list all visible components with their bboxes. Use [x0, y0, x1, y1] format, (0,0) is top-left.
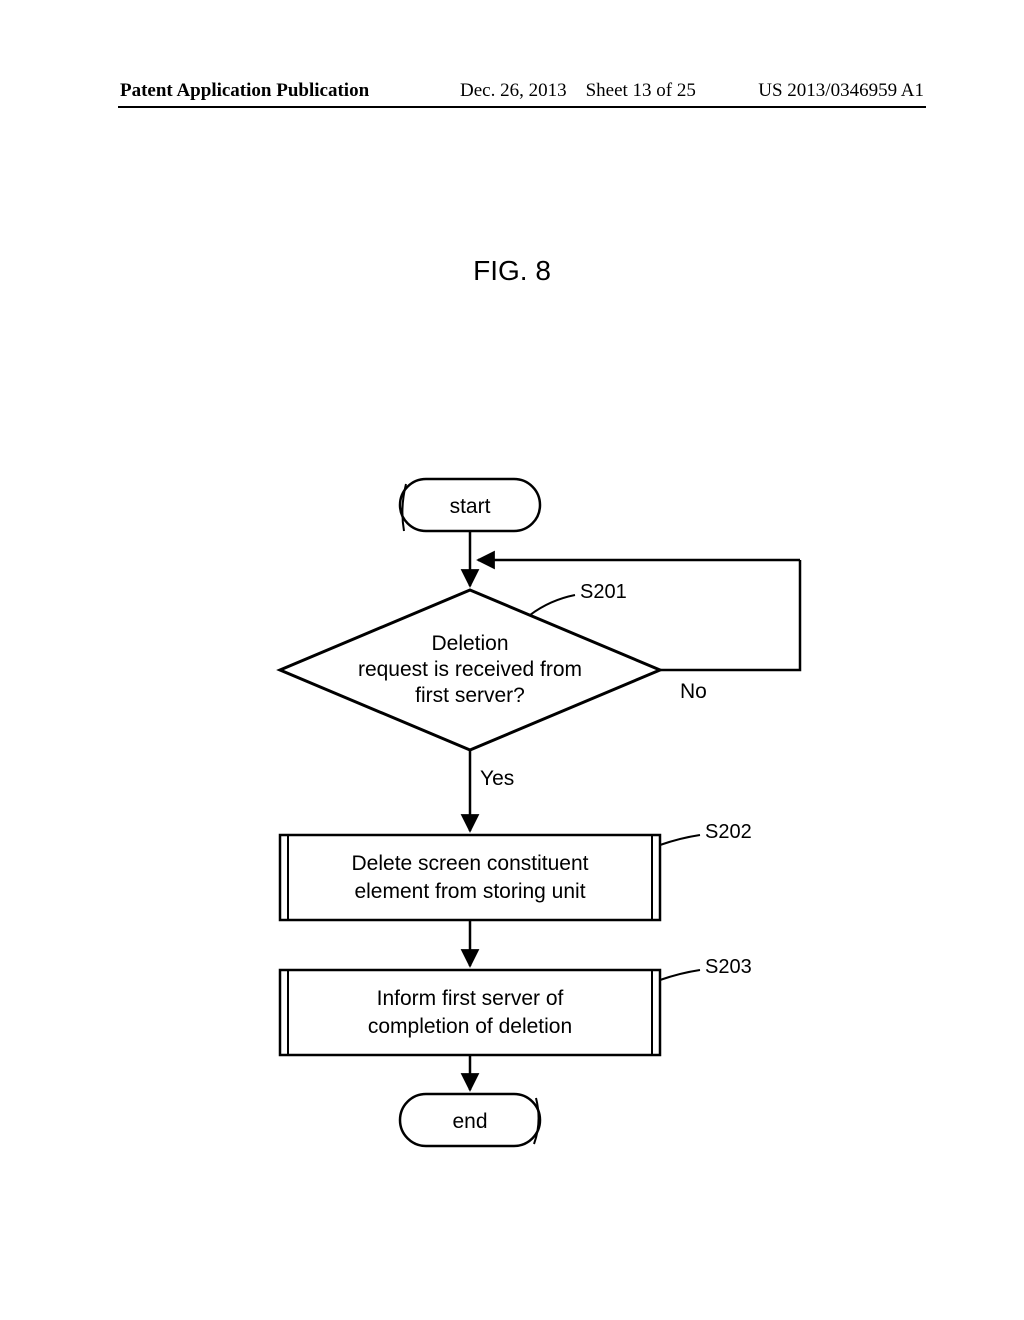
p1-l2: element from storing unit — [354, 880, 585, 903]
p2-l2: completion of deletion — [368, 1015, 572, 1038]
node-end: end — [400, 1094, 540, 1146]
header-date: Dec. 26, 2013 Sheet 13 of 25 — [460, 80, 696, 102]
p1-l1: Delete screen constituent — [352, 852, 589, 875]
label-s203: S203 — [705, 956, 752, 978]
label-no: No — [680, 680, 707, 703]
header-pub: Patent Application Publication — [120, 80, 369, 102]
dec-l1: Deletion — [431, 632, 508, 655]
callout-s202 — [660, 835, 700, 845]
start-label: start — [450, 495, 491, 518]
end-label: end — [452, 1110, 487, 1133]
header-sheet-text: Sheet 13 of 25 — [586, 80, 696, 101]
dec-l2: request is received from — [358, 658, 582, 681]
figure-title: FIG. 8 — [0, 255, 1024, 287]
callout-s203 — [660, 970, 700, 980]
edge-no — [660, 560, 800, 670]
dec-l3: first server? — [415, 684, 525, 707]
label-s202: S202 — [705, 821, 752, 843]
p2-l1: Inform first server of — [377, 987, 564, 1010]
header-docnum: US 2013/0346959 A1 — [758, 80, 924, 102]
node-start: start — [400, 479, 540, 531]
label-s201: S201 — [580, 581, 627, 603]
label-yes: Yes — [480, 767, 514, 790]
node-p1: Delete screen constituent element from s… — [280, 835, 660, 920]
callout-s201 — [530, 595, 575, 615]
header-date-text: Dec. 26, 2013 — [460, 80, 567, 101]
node-p2: Inform first server of completion of del… — [280, 970, 660, 1055]
node-decision: Deletion request is received from first … — [280, 590, 660, 750]
flowchart: start Deletion request is received from … — [180, 460, 880, 1180]
header-rule — [118, 106, 926, 108]
